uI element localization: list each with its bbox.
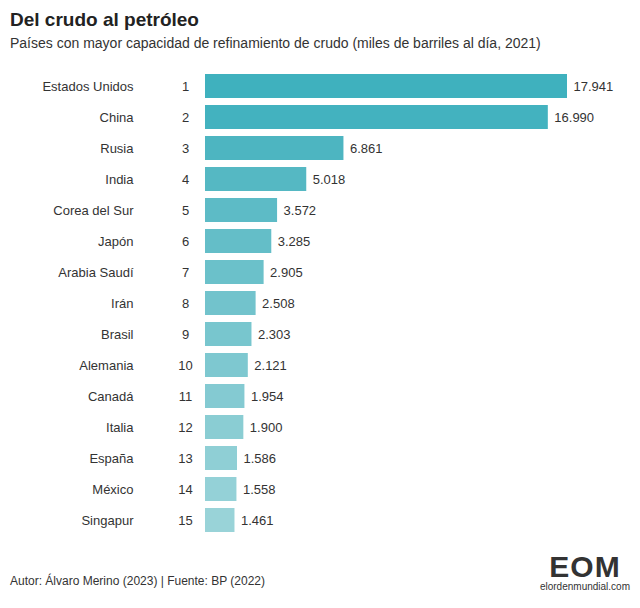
svg-text:2.121: 2.121 — [254, 358, 287, 373]
svg-text:España: España — [89, 451, 134, 466]
svg-text:15: 15 — [178, 513, 192, 528]
svg-text:1.586: 1.586 — [244, 451, 277, 466]
svg-text:3: 3 — [182, 141, 189, 156]
svg-text:2.508: 2.508 — [262, 296, 295, 311]
svg-text:6.861: 6.861 — [350, 141, 383, 156]
svg-text:Irán: Irán — [111, 296, 133, 311]
svg-text:Corea del Sur: Corea del Sur — [53, 203, 134, 218]
html-text:Del crudo al petróleo: Del crudo al petróleo — [10, 9, 199, 30]
svg-text:16.990: 16.990 — [554, 110, 594, 125]
svg-text:Brasil: Brasil — [101, 327, 134, 342]
svg-text:6: 6 — [182, 234, 189, 249]
svg-text:Singapur: Singapur — [81, 513, 134, 528]
svg-text:3.285: 3.285 — [278, 234, 311, 249]
svg-text:2.905: 2.905 — [270, 265, 303, 280]
svg-text:7: 7 — [182, 265, 189, 280]
svg-text:Estados Unidos: Estados Unidos — [42, 79, 134, 94]
svg-text:10: 10 — [178, 358, 192, 373]
svg-text:Arabia Saudí: Arabia Saudí — [58, 265, 134, 280]
html-text:elordenmundial.com: elordenmundial.com — [539, 581, 630, 592]
svg-text:13: 13 — [178, 451, 192, 466]
svg-text:India: India — [105, 172, 134, 187]
svg-text:3.572: 3.572 — [284, 203, 317, 218]
html-text:EOM: EOM — [549, 550, 621, 583]
svg-text:Japón: Japón — [98, 234, 133, 249]
svg-text:4: 4 — [182, 172, 189, 187]
svg-text:Rusia: Rusia — [100, 141, 134, 156]
svg-text:1.900: 1.900 — [250, 420, 283, 435]
svg-text:México: México — [92, 482, 133, 497]
html-text:Países con mayor capacidad de: Países con mayor capacidad de refinamien… — [10, 35, 541, 51]
svg-text:8: 8 — [182, 296, 189, 311]
svg-text:2: 2 — [182, 110, 189, 125]
svg-text:1.461: 1.461 — [241, 513, 274, 528]
svg-text:Alemania: Alemania — [79, 358, 134, 373]
svg-text:11: 11 — [179, 389, 193, 404]
svg-text:5: 5 — [182, 203, 189, 218]
html-text:Autor: Álvaro Merino (2023) |: Autor: Álvaro Merino (2023) | Fuente: BP… — [10, 574, 265, 588]
svg-text:1: 1 — [182, 79, 189, 94]
svg-text:2.303: 2.303 — [258, 327, 291, 342]
svg-text:China: China — [100, 110, 135, 125]
svg-text:1.558: 1.558 — [243, 482, 276, 497]
svg-text:14: 14 — [178, 482, 192, 497]
svg-text:5.018: 5.018 — [313, 172, 346, 187]
svg-text:12: 12 — [178, 420, 192, 435]
svg-text:1.954: 1.954 — [251, 389, 284, 404]
svg-text:17.941: 17.941 — [574, 79, 614, 94]
svg-text:9: 9 — [182, 327, 189, 342]
svg-text:Canadá: Canadá — [88, 389, 134, 404]
svg-text:Italia: Italia — [106, 420, 134, 435]
